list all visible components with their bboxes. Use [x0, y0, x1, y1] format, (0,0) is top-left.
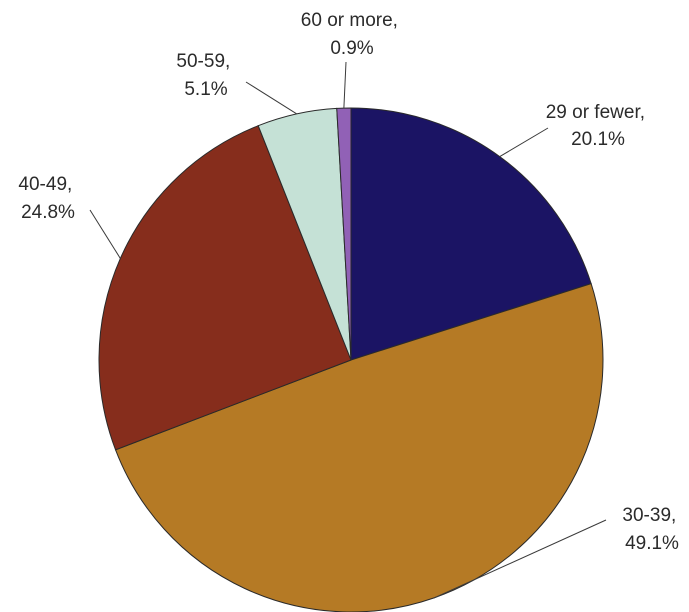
- pie-slice-29-or-fewer: [350, 107, 592, 361]
- leader-line-40-49: [89, 209, 121, 259]
- category-label-30-39: 30-39,: [622, 505, 676, 526]
- leader-line-29-or-fewer: [499, 127, 549, 158]
- value-label-60-or-more: 0.9%: [330, 38, 373, 59]
- label-60-or-more: 60 or more, 0.9%: [301, 10, 403, 59]
- leader-line-30-39: [433, 519, 607, 599]
- category-label-60-or-more: 60 or more,: [301, 10, 398, 31]
- label-40-49: 40-49, 24.8%: [18, 174, 77, 223]
- pie-slice-40-49: [98, 125, 352, 451]
- leader-line-60-or-more: [343, 61, 347, 109]
- value-label-30-39: 49.1%: [625, 533, 679, 554]
- label-50-59: 50-59, 5.1%: [176, 51, 235, 100]
- value-label-50-59: 5.1%: [184, 79, 227, 100]
- pie-slices: [98, 107, 604, 612]
- label-29-or-fewer: 29 or fewer, 20.1%: [546, 102, 651, 150]
- value-label-40-49: 24.8%: [21, 202, 75, 223]
- category-label-40-49: 40-49,: [18, 174, 72, 195]
- label-30-39: 30-39, 49.1%: [622, 505, 681, 554]
- leader-line-50-59: [245, 81, 298, 115]
- category-label-29-or-fewer: 29 or fewer,: [546, 102, 645, 123]
- leader-lines: [89, 61, 607, 599]
- category-label-50-59: 50-59,: [176, 51, 230, 72]
- value-label-29-or-fewer: 20.1%: [571, 129, 625, 150]
